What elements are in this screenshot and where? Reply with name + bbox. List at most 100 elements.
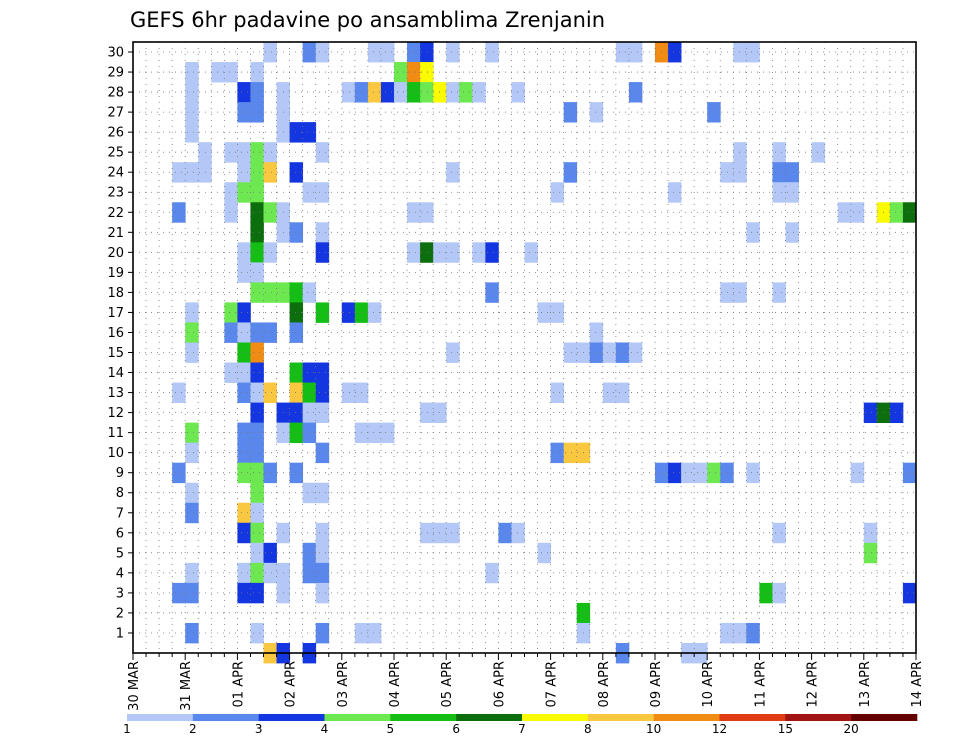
heatmap-cell bbox=[420, 242, 434, 263]
heatmap-cell bbox=[263, 42, 277, 63]
heatmap-cell bbox=[746, 462, 760, 484]
heatmap-cell bbox=[628, 42, 643, 63]
colorbar-swatch bbox=[587, 714, 654, 721]
heatmap-cell bbox=[237, 322, 251, 343]
heatmap-cell bbox=[407, 82, 421, 103]
heatmap-cell bbox=[198, 142, 212, 163]
heatmap-cell bbox=[367, 622, 382, 644]
heatmap-cell bbox=[550, 442, 565, 464]
heatmap-cell bbox=[772, 162, 786, 183]
heatmap-cell bbox=[237, 102, 251, 123]
colorbar-label: 5 bbox=[387, 722, 395, 736]
heatmap-cell bbox=[224, 142, 238, 163]
x-tick-label: 02 APR bbox=[284, 661, 299, 707]
heatmap-cell bbox=[380, 422, 395, 444]
colorbar-swatch bbox=[127, 714, 194, 721]
heatmap-cell bbox=[850, 462, 865, 484]
heatmap-cell bbox=[250, 462, 264, 484]
heatmap-cell bbox=[550, 182, 565, 203]
heatmap-cell bbox=[394, 62, 408, 83]
heatmap-cell bbox=[250, 482, 264, 504]
heatmap-cell bbox=[668, 42, 682, 63]
heatmap-cell bbox=[733, 42, 747, 63]
heatmap-cell bbox=[602, 382, 617, 403]
heatmap-cell bbox=[315, 382, 330, 403]
y-tick-label: 10 bbox=[107, 446, 124, 461]
heatmap-cell bbox=[367, 82, 382, 103]
y-tick-label: 28 bbox=[107, 86, 124, 101]
y-tick-label: 3 bbox=[116, 586, 124, 601]
heatmap-cell bbox=[367, 422, 382, 444]
heatmap-cell bbox=[720, 622, 734, 644]
heatmap-cell bbox=[772, 182, 786, 203]
heatmap-cell bbox=[668, 182, 682, 203]
x-tick-label: 10 APR bbox=[701, 661, 716, 707]
heatmap-cell bbox=[289, 402, 304, 424]
heatmap-cell bbox=[746, 622, 760, 644]
colorbar-label: 3 bbox=[255, 722, 263, 736]
heatmap-cell bbox=[237, 382, 251, 403]
y-tick-label: 16 bbox=[107, 326, 124, 341]
heatmap-cell bbox=[367, 302, 382, 323]
heatmap-cell bbox=[315, 182, 330, 203]
colorbar-swatch bbox=[258, 714, 325, 721]
heatmap-cell bbox=[863, 402, 878, 424]
heatmap-cell bbox=[811, 142, 826, 163]
heatmap-cell bbox=[315, 542, 330, 564]
heatmap-cell bbox=[420, 522, 434, 544]
heatmap-cell bbox=[289, 462, 304, 484]
heatmap-cell bbox=[537, 542, 551, 564]
heatmap-cell bbox=[302, 422, 317, 444]
heatmap-cell bbox=[172, 582, 186, 604]
heatmap-cell bbox=[902, 202, 917, 223]
heatmap-cell bbox=[341, 382, 356, 403]
heatmap-cell bbox=[772, 142, 786, 163]
heatmap-cell bbox=[185, 422, 199, 444]
heatmap-cell bbox=[185, 502, 199, 524]
heatmap-cell bbox=[237, 162, 251, 183]
heatmap-cell bbox=[250, 182, 264, 203]
x-tick-label: 13 APR bbox=[858, 661, 873, 707]
heatmap-cell bbox=[250, 142, 264, 163]
heatmap-cell bbox=[563, 102, 578, 123]
heatmap-cell bbox=[315, 42, 330, 63]
heatmap-cell bbox=[237, 362, 251, 383]
heatmap-cell bbox=[185, 322, 199, 343]
heatmap-cell bbox=[302, 402, 317, 424]
heatmap-cell bbox=[185, 102, 199, 123]
heatmap-cell bbox=[694, 462, 708, 484]
y-tick-label: 12 bbox=[107, 406, 124, 421]
heatmap-cell bbox=[237, 442, 251, 464]
heatmap-cell bbox=[889, 202, 904, 223]
y-tick-label: 21 bbox=[107, 226, 124, 241]
heatmap-cell bbox=[511, 82, 525, 103]
heatmap-cell bbox=[759, 582, 773, 604]
heatmap-cell bbox=[420, 402, 434, 424]
heatmap-cell bbox=[485, 562, 499, 584]
heatmap-cell bbox=[315, 222, 330, 243]
heatmap-cell bbox=[250, 542, 264, 564]
heatmap-cell bbox=[315, 482, 330, 504]
heatmap-cell bbox=[315, 362, 330, 383]
heatmap-cell bbox=[237, 522, 251, 544]
x-tick-label: 12 APR bbox=[806, 661, 821, 707]
heatmap-cell bbox=[302, 42, 317, 63]
heatmap-cell bbox=[263, 322, 277, 343]
heatmap-cell bbox=[289, 322, 304, 343]
y-tick-label: 5 bbox=[116, 546, 124, 561]
heatmap-cell bbox=[185, 82, 199, 103]
heatmap-cell bbox=[628, 342, 643, 363]
y-tick-label: 17 bbox=[107, 306, 124, 321]
y-tick-label: 1 bbox=[116, 626, 124, 641]
heatmap-cell bbox=[785, 222, 799, 243]
y-tick-label: 2 bbox=[116, 606, 124, 621]
x-tick-label: 30 MAR bbox=[127, 661, 142, 711]
colorbar-label: 4 bbox=[321, 722, 329, 736]
heatmap-cell bbox=[250, 582, 264, 604]
heatmap-cell bbox=[263, 382, 277, 403]
colorbar-swatch bbox=[324, 714, 391, 721]
x-tick-label: 01 APR bbox=[231, 661, 246, 707]
heatmap-cell bbox=[237, 142, 251, 163]
heatmap-cell bbox=[628, 82, 643, 103]
heatmap-cell bbox=[446, 82, 460, 103]
